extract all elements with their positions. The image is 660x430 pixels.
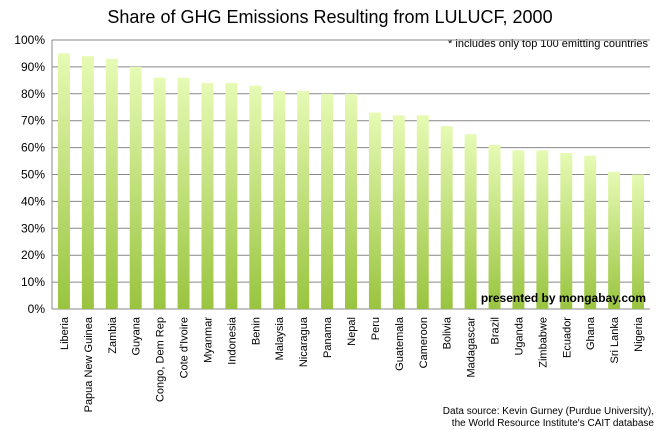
x-tick-label: Guatemala <box>394 316 406 371</box>
y-tick-label: 80% <box>21 87 45 101</box>
x-tick-label: Nicaragua <box>298 316 310 367</box>
x-tick-label: Madagascar <box>466 317 478 378</box>
x-tick-label: Myanmar <box>202 317 214 363</box>
x-tick-label: Zambia <box>107 316 119 354</box>
x-tick-label: Malaysia <box>274 316 286 360</box>
bar <box>321 93 334 309</box>
data-source: Data source: Kevin Gurney (Purdue Univer… <box>443 406 654 430</box>
bar <box>368 112 381 309</box>
x-tick-label: Bolivia <box>442 316 454 349</box>
y-tick-label: 0% <box>28 302 46 316</box>
bar <box>345 93 357 309</box>
bar <box>105 58 118 309</box>
bar <box>584 155 597 309</box>
bar <box>201 83 214 309</box>
x-tick-label: Benin <box>250 317 262 345</box>
x-tick-label: Ecuador <box>561 317 573 358</box>
bar <box>57 53 70 310</box>
x-tick-label: Peru <box>370 317 382 340</box>
data-source-line-1: Data source: Kevin Gurney (Purdue Univer… <box>442 406 654 417</box>
bar <box>81 56 94 309</box>
bar <box>273 91 286 309</box>
chart-footnote: * includes only top 100 emitting countri… <box>448 38 648 50</box>
x-tick-label: Indonesia <box>226 316 238 365</box>
x-tick-label: Papua New Guinea <box>83 316 95 412</box>
bar <box>225 83 238 309</box>
x-tick-label: Cote d'Ivoire <box>179 317 191 378</box>
chart-title: Share of GHG Emissions Resulting from LU… <box>107 7 553 27</box>
y-tick-label: 70% <box>21 114 45 128</box>
x-tick-label: Nepal <box>346 317 358 346</box>
x-tick-label: Ghana <box>585 316 597 350</box>
bar <box>632 174 645 309</box>
bar <box>488 144 501 309</box>
x-tick-label: Cameroon <box>418 317 430 368</box>
x-tick-label: Congo, Dem Rep <box>155 317 167 402</box>
y-tick-label: 90% <box>21 60 45 74</box>
bar <box>512 150 525 309</box>
bar <box>536 150 549 309</box>
watermark-text: presented by mongabay.com <box>480 291 646 305</box>
x-tick-label: Sri Lanka <box>609 316 621 363</box>
y-tick-label: 40% <box>21 194 45 208</box>
bar <box>297 91 310 309</box>
bar <box>392 115 405 309</box>
bar <box>129 66 142 310</box>
x-tick-label: Guyana <box>131 316 143 355</box>
x-tick-label: Liberia <box>59 316 71 350</box>
bar <box>177 77 190 309</box>
bar <box>249 85 262 309</box>
bar <box>440 126 453 309</box>
bar <box>464 134 477 309</box>
x-tick-label: Uganda <box>513 316 525 355</box>
y-tick-label: 30% <box>21 221 45 235</box>
bar <box>153 77 166 309</box>
y-tick-label: 20% <box>21 248 45 262</box>
bar <box>416 115 429 309</box>
x-tick-label: Brazil <box>490 317 502 345</box>
x-tick-label: Zimbabwe <box>537 317 549 368</box>
y-tick-label: 10% <box>21 275 45 289</box>
y-tick-label: 100% <box>14 33 45 47</box>
x-tick-label: Panama <box>322 316 334 358</box>
data-source-line-2: the World Resource Institute's CAIT data… <box>451 418 654 429</box>
y-tick-label: 60% <box>21 141 45 155</box>
y-tick-label: 50% <box>21 168 45 182</box>
x-tick-label: Nigeria <box>633 316 645 352</box>
bar <box>608 171 621 309</box>
bar <box>560 152 573 309</box>
